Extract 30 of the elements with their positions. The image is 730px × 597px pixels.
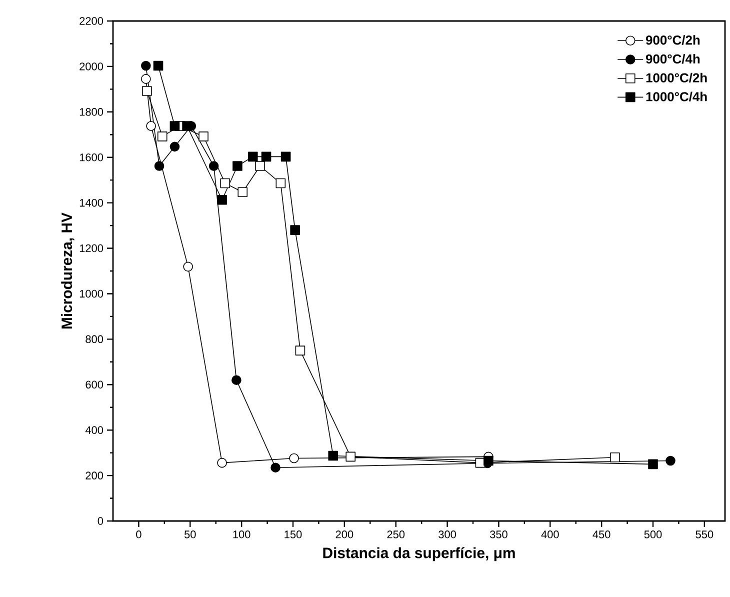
x-tick-label: 200 (336, 530, 354, 538)
x-tick-label: 0 (136, 530, 142, 538)
y-tick-label: 1400 (80, 198, 104, 207)
y-tick-label: 0 (98, 517, 104, 525)
x-tick-label: 450 (592, 530, 610, 538)
y-tick-label: 800 (86, 335, 104, 344)
x-tick-label: 500 (644, 530, 662, 538)
y-tick-label: 2000 (80, 62, 104, 70)
y-tick-label: 1200 (80, 244, 104, 252)
x-axis-title: Distancia da superfície, μm (323, 547, 515, 562)
x-tick-label: 50 (184, 530, 196, 538)
y-tick-label: 1000 (80, 290, 104, 298)
y-tick-label: 1600 (80, 153, 104, 162)
y-tick-label: 600 (86, 380, 104, 389)
legend-label: 1000°C/2h (646, 72, 707, 83)
legend-label: 900°C/2h (646, 35, 700, 45)
x-tick-label: 400 (541, 530, 559, 538)
y-tick-label: 1800 (80, 108, 104, 116)
x-tick-label: 250 (387, 530, 405, 538)
x-tick-label: 350 (490, 530, 508, 538)
x-tick-label: 100 (233, 530, 250, 538)
y-tick-label: 200 (86, 472, 104, 480)
y-axis-title: Microdureza, HV (61, 212, 74, 329)
y-tick-label: 400 (85, 426, 104, 434)
legend-label: 1000°C/4h (646, 92, 707, 102)
legend-label: 900°C/4h (646, 54, 700, 64)
x-tick-label: 300 (438, 530, 456, 538)
x-tick-label: 550 (696, 530, 714, 538)
x-tick-label: 150 (284, 530, 302, 538)
y-tick-label: 2200 (80, 17, 104, 25)
